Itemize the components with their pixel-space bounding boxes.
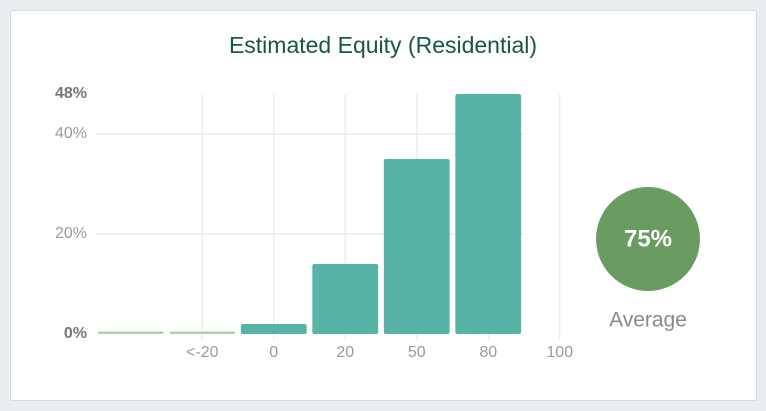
chart-title: Estimated Equity (Residential) — [229, 32, 537, 58]
x-tick-label: <-20 — [186, 344, 219, 361]
y-tick-label: 40% — [55, 125, 87, 142]
average-value: 75% — [624, 225, 672, 252]
bar — [312, 264, 379, 334]
x-tick-label: 80 — [479, 344, 497, 361]
average-badge — [596, 187, 700, 291]
y-tick-label: 0% — [64, 325, 87, 342]
bar — [169, 331, 236, 334]
bar — [97, 331, 164, 334]
x-tick-label: 0 — [269, 344, 278, 361]
x-tick-label: 100 — [546, 344, 573, 361]
x-tick-label: 20 — [336, 344, 354, 361]
bar — [383, 159, 450, 334]
y-tick-label: 20% — [55, 225, 87, 242]
y-tick-label: 48% — [55, 85, 87, 102]
bar — [240, 324, 307, 334]
average-caption: Average — [609, 309, 687, 332]
x-tick-label: 50 — [408, 344, 426, 361]
bar — [455, 94, 522, 334]
